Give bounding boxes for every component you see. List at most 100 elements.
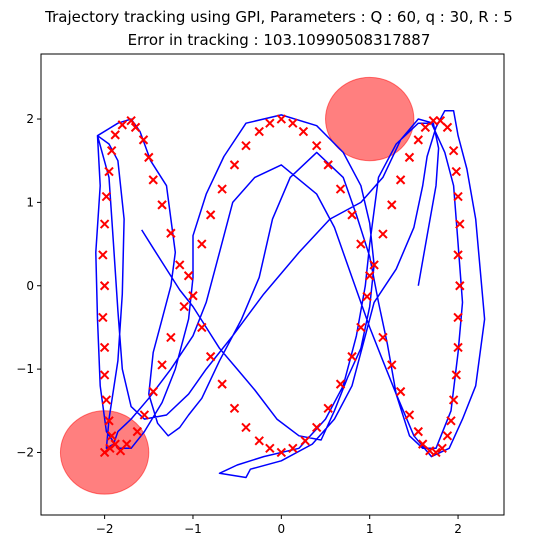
reference-point-marker (99, 219, 110, 229)
reference-point-marker (205, 210, 216, 220)
reference-point-marker (395, 386, 406, 397)
reference-point-marker (347, 210, 357, 220)
reference-point-marker (451, 370, 461, 380)
reference-point-marker (323, 160, 333, 170)
x-tick-label: 0 (278, 522, 286, 536)
x-tick-label: −1 (184, 522, 202, 536)
reference-point-marker (99, 370, 110, 380)
reference-point-marker (276, 114, 287, 124)
reference-point-marker (179, 301, 189, 312)
y-tick-label: −1 (16, 362, 34, 376)
reference-point-marker (420, 122, 431, 133)
obstacle-circle-1 (325, 76, 415, 162)
reference-point-marker (138, 135, 149, 145)
y-axis: −2 −1 0 1 2 (16, 112, 41, 459)
reference-point-marker (217, 379, 227, 389)
reference-point-marker (148, 386, 158, 397)
x-tick-label: 1 (366, 522, 374, 536)
y-tick-label: 0 (26, 279, 34, 293)
reference-point-marker (378, 332, 388, 343)
reference-point-marker (254, 126, 264, 137)
reference-point-marker (106, 145, 117, 156)
reference-point-marker (205, 351, 216, 362)
reference-point-marker (99, 342, 110, 353)
reference-point-marker (453, 191, 463, 202)
x-tick-label: 2 (454, 522, 462, 536)
reference-point-marker (446, 416, 456, 426)
reference-point-marker (197, 322, 207, 333)
reference-point-marker (418, 439, 428, 449)
reference-point-marker (197, 239, 207, 249)
reference-point-marker (98, 312, 108, 323)
reference-point-marker (104, 166, 114, 177)
reference-point-marker (110, 130, 120, 140)
reference-point-marker (183, 271, 194, 281)
reference-point-marker (335, 184, 346, 194)
reference-point-marker (362, 291, 372, 302)
reference-point-marker (276, 447, 287, 458)
axes-frame (40, 53, 505, 516)
reference-point-marker (387, 360, 397, 370)
reference-point-marker (395, 175, 406, 185)
reference-point-marker (130, 122, 141, 133)
reference-point-marker (241, 140, 251, 151)
reference-point-marker (132, 426, 143, 437)
reference-point-marker (448, 145, 459, 156)
chart-subtitle: Error in tracking : 103.10990508317887 (128, 31, 431, 49)
y-tick-label: −2 (16, 445, 34, 459)
y-tick-label: 1 (26, 195, 34, 209)
reference-point-marker (435, 115, 446, 126)
reference-point-marker (104, 416, 114, 426)
reference-point-marker (139, 410, 150, 420)
reference-point-marker (425, 446, 435, 456)
plot-area (59, 76, 486, 495)
reference-point-marker (369, 260, 379, 270)
reference-point-marker (413, 135, 423, 145)
reference-point-marker (265, 443, 275, 454)
reference-point-marker (166, 332, 176, 343)
reference-point-marker (453, 250, 463, 260)
reference-point-marker (101, 191, 112, 202)
x-axis: −2 −1 0 1 2 (96, 515, 462, 536)
reference-point-marker (157, 200, 167, 210)
reference-point-marker (455, 281, 465, 291)
reference-point-marker (148, 175, 158, 185)
reference-point-marker (166, 228, 176, 238)
reference-point-marker (453, 312, 463, 323)
reference-point-marker (265, 118, 275, 128)
reference-point-marker (217, 184, 227, 194)
reference-point-marker (323, 403, 333, 414)
reference-point-marker (437, 443, 447, 454)
reference-points-group (98, 114, 465, 458)
reference-point-marker (413, 426, 423, 437)
reference-point-marker (387, 200, 397, 210)
reference-point-marker (378, 229, 388, 239)
reference-point-marker (288, 443, 298, 454)
reference-point-marker (335, 379, 346, 389)
reference-point-marker (175, 260, 185, 270)
reference-point-marker (311, 140, 322, 151)
reference-point-marker (453, 342, 463, 353)
reference-point-marker (356, 322, 366, 333)
reference-point-marker (106, 431, 117, 441)
reference-point-marker (126, 115, 136, 126)
reference-point-marker (347, 351, 357, 362)
reference-point-marker (157, 360, 167, 370)
chart-title: Trajectory tracking using GPI, Parameter… (44, 8, 513, 26)
reference-point-marker (241, 422, 251, 433)
reference-point-marker (229, 160, 240, 170)
reference-point-marker (288, 118, 298, 128)
reference-point-marker (98, 250, 108, 260)
reference-point-marker (254, 436, 264, 446)
x-tick-label: −2 (96, 522, 114, 536)
reference-point-marker (428, 115, 439, 126)
reference-point-marker (404, 152, 415, 163)
reference-point-marker (364, 271, 375, 281)
reference-point-marker (356, 239, 366, 249)
reference-point-marker (311, 422, 322, 433)
reference-point-marker (451, 166, 461, 177)
reference-point-marker (298, 126, 309, 137)
reference-point-marker (117, 120, 127, 130)
reference-point-marker (101, 395, 112, 405)
